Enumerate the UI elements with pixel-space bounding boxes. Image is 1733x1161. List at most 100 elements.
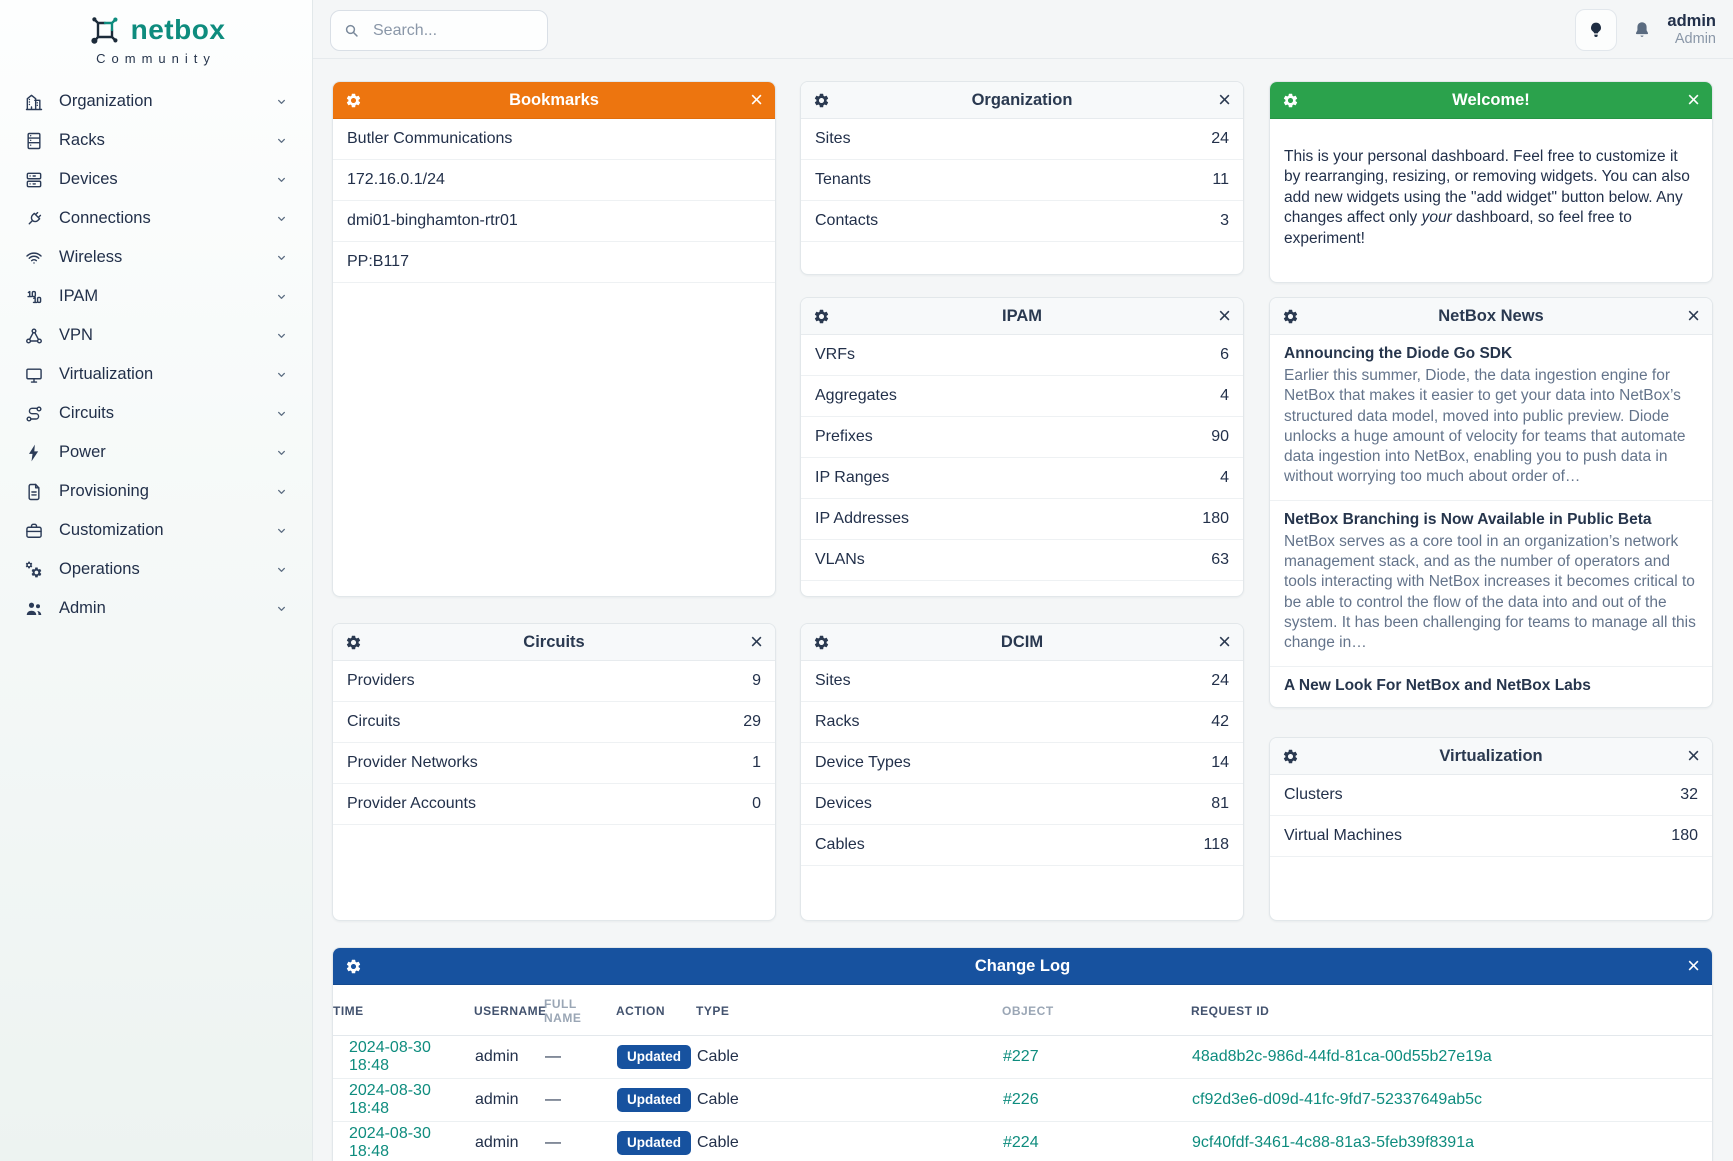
bell-icon[interactable] (1631, 19, 1653, 41)
sidebar-item[interactable]: Devices (0, 160, 312, 199)
lightbulb-icon (1586, 20, 1606, 40)
sidebar-item[interactable]: VPN (0, 316, 312, 355)
gear-icon[interactable] (1282, 92, 1299, 109)
stat-row[interactable]: Prefixes 90 (801, 417, 1243, 458)
gear-icon[interactable] (345, 92, 362, 109)
stat-row[interactable]: Racks 42 (801, 702, 1243, 743)
request-id-link[interactable]: cf92d3e6-d09d-41fc-9fd7-52337649ab5c (1192, 1091, 1483, 1108)
widget-header: Welcome! × (1270, 82, 1712, 119)
sidebar-item[interactable]: Operations (0, 550, 312, 589)
sidebar-item[interactable]: Racks (0, 121, 312, 160)
stat-row[interactable]: Contacts 3 (801, 201, 1243, 242)
gear-icon[interactable] (1282, 748, 1299, 765)
bookmark-link[interactable]: 172.16.0.1/24 (333, 160, 775, 201)
changelog-table: TIME USERNAME FULL NAME ACTION TYPE OBJE… (333, 985, 1712, 1161)
gear-icon[interactable] (345, 634, 362, 651)
gears-icon (24, 560, 44, 580)
bookmark-link[interactable]: Butler Communications (333, 119, 775, 160)
close-icon[interactable]: × (1218, 303, 1231, 328)
news-article-title[interactable]: NetBox Branching is Now Available in Pub… (1284, 510, 1652, 528)
netbox-logo-icon (91, 17, 118, 44)
sidebar-item[interactable]: Admin (0, 589, 312, 628)
sidebar-item[interactable]: Customization (0, 511, 312, 550)
sidebar-item[interactable]: IPAM (0, 277, 312, 316)
brand[interactable]: netbox Community (0, 0, 312, 66)
gear-icon[interactable] (813, 92, 830, 109)
widget-header: Virtualization × (1270, 738, 1712, 775)
gear-icon[interactable] (813, 308, 830, 325)
stat-row[interactable]: Provider Networks 1 (333, 743, 775, 784)
object-link[interactable]: #226 (1003, 1091, 1039, 1108)
sidebar-item[interactable]: Circuits (0, 394, 312, 433)
stat-row[interactable]: VLANs 63 (801, 540, 1243, 581)
chevron-down-icon (273, 405, 290, 422)
sidebar-item-label: IPAM (59, 287, 99, 305)
bookmark-link[interactable]: PP:B117 (333, 242, 775, 283)
request-id-link[interactable]: 48ad8b2c-986d-44fd-81ca-00d55b27e19a (1192, 1048, 1492, 1065)
plug-icon (24, 209, 44, 229)
gear-icon[interactable] (345, 958, 362, 975)
sidebar-item[interactable]: Virtualization (0, 355, 312, 394)
sidebar-item[interactable]: Power (0, 433, 312, 472)
time-link[interactable]: 2024-08-30 18:48 (349, 1039, 431, 1074)
column-header[interactable]: TIME (333, 985, 474, 1036)
gear-icon[interactable] (1282, 308, 1299, 325)
column-header[interactable]: REQUEST ID (1191, 985, 1712, 1036)
sidebar-item[interactable]: Organization (0, 82, 312, 121)
stat-row[interactable]: Cables 118 (801, 825, 1243, 866)
close-icon[interactable]: × (1218, 629, 1231, 654)
news-article-excerpt: NetBox serves as a core tool in an organ… (1284, 532, 1696, 652)
close-icon[interactable]: × (1687, 87, 1700, 112)
stat-row[interactable]: Device Types 14 (801, 743, 1243, 784)
stat-value: 32 (1680, 786, 1698, 803)
object-link[interactable]: #224 (1003, 1134, 1039, 1151)
object-link[interactable]: #227 (1003, 1048, 1039, 1065)
close-icon[interactable]: × (1687, 303, 1700, 328)
binary-icon (24, 287, 44, 307)
time-link[interactable]: 2024-08-30 18:48 (349, 1125, 431, 1160)
user-menu[interactable]: admin Admin (1667, 12, 1716, 48)
news-article-title[interactable]: A New Look For NetBox and NetBox Labs (1284, 676, 1591, 694)
close-icon[interactable]: × (1218, 87, 1231, 112)
stat-row[interactable]: Devices 81 (801, 784, 1243, 825)
stat-row[interactable]: Aggregates 4 (801, 376, 1243, 417)
request-id-link[interactable]: 9cf40fdf-3461-4c88-81a3-5feb39f8391a (1192, 1134, 1474, 1151)
bookmark-label: dmi01-binghamton-rtr01 (347, 212, 518, 229)
gear-icon[interactable] (813, 634, 830, 651)
user-role: Admin (1674, 31, 1716, 48)
search-input[interactable] (371, 20, 525, 41)
sidebar-item[interactable]: Provisioning (0, 472, 312, 511)
column-header[interactable]: ACTION (616, 985, 696, 1036)
stat-row[interactable]: IP Addresses 180 (801, 499, 1243, 540)
sidebar-item[interactable]: Wireless (0, 238, 312, 277)
stat-row[interactable]: Circuits 29 (333, 702, 775, 743)
theme-toggle-button[interactable] (1575, 9, 1618, 51)
stat-row[interactable]: Clusters 32 (1270, 775, 1712, 816)
stat-row[interactable]: Virtual Machines 180 (1270, 816, 1712, 857)
news-article: Announcing the Diode Go SDK Earlier this… (1270, 335, 1712, 500)
stat-row[interactable]: IP Ranges 4 (801, 458, 1243, 499)
close-icon[interactable]: × (750, 87, 763, 112)
stat-row[interactable]: Tenants 11 (801, 160, 1243, 201)
stat-row[interactable]: VRFs 6 (801, 335, 1243, 376)
sidebar-item-label: Racks (59, 131, 105, 149)
stat-row[interactable]: Providers 9 (333, 661, 775, 702)
stat-row[interactable]: Provider Accounts 0 (333, 784, 775, 825)
news-article-title[interactable]: Announcing the Diode Go SDK (1284, 345, 1513, 362)
widget-title: Virtualization (1439, 746, 1543, 765)
column-header[interactable]: TYPE (696, 985, 1002, 1036)
table-row: 2024-08-30 18:48 admin — Updated Cable #… (333, 1035, 1712, 1079)
sidebar-item[interactable]: Connections (0, 199, 312, 238)
bolt-icon (24, 443, 44, 463)
stat-value: 1 (752, 754, 761, 771)
time-link[interactable]: 2024-08-30 18:48 (349, 1082, 431, 1117)
column-header[interactable]: USERNAME (474, 985, 546, 1036)
close-icon[interactable]: × (750, 629, 763, 654)
bookmark-link[interactable]: dmi01-binghamton-rtr01 (333, 201, 775, 242)
chevron-down-icon (273, 561, 290, 578)
stat-row[interactable]: Sites 24 (801, 661, 1243, 702)
close-icon[interactable]: × (1687, 743, 1700, 768)
stat-row[interactable]: Sites 24 (801, 119, 1243, 160)
changelog-header-row: TIME USERNAME FULL NAME ACTION TYPE OBJE… (333, 985, 1712, 1036)
close-icon[interactable]: × (1687, 953, 1700, 978)
